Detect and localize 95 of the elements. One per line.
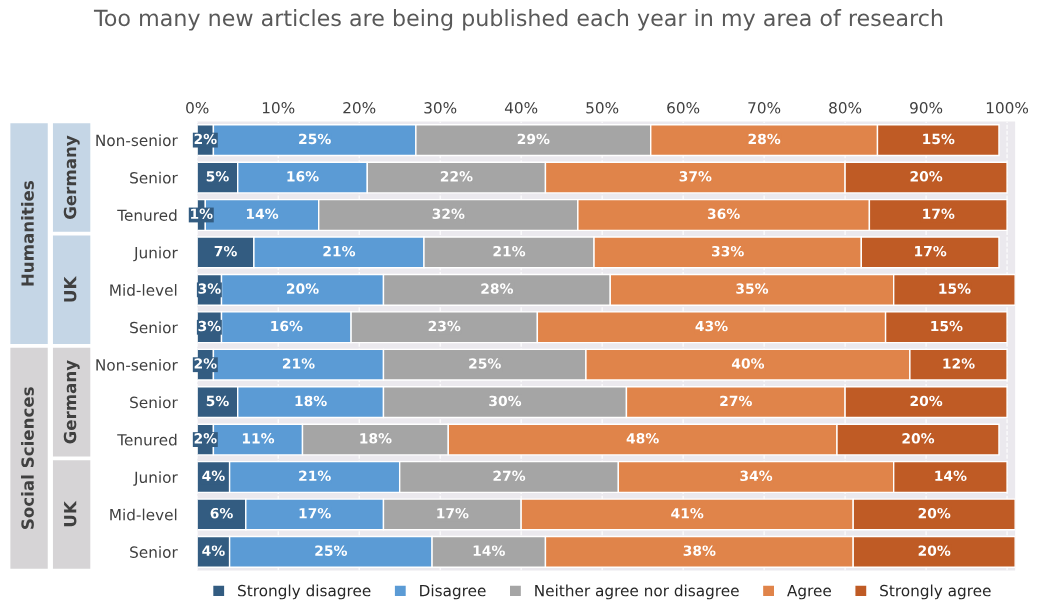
y-tick-label: Senior	[130, 546, 178, 558]
data-label: 29%	[517, 133, 550, 145]
data-label: 12%	[943, 358, 975, 369]
data-label: 48%	[626, 433, 659, 444]
x-tick-label: 60%	[667, 102, 700, 114]
y-tick-label: Non-senior	[96, 134, 178, 147]
data-label: 25%	[299, 133, 331, 145]
data-label: 25%	[315, 545, 348, 556]
y-tick-label: Tenured	[117, 433, 177, 446]
data-label: 21%	[299, 470, 331, 482]
x-tick-label: 100%	[986, 102, 1029, 114]
data-label: 14%	[935, 470, 967, 482]
text: Social Sciences	[21, 387, 34, 529]
data-label: 7%	[214, 245, 237, 257]
data-label: 17%	[299, 507, 331, 519]
data-label: 40%	[731, 358, 765, 369]
text: UK	[64, 276, 77, 302]
data-label: 36%	[707, 208, 740, 220]
data-label: 20%	[910, 171, 943, 182]
data-label: 17%	[437, 507, 469, 519]
data-label: 11%	[242, 433, 275, 444]
y-tick-label: Mid-level	[110, 508, 177, 521]
data-label: 32%	[432, 208, 465, 220]
data-label: 3%	[198, 320, 221, 332]
y-tick-label: Mid-level	[110, 284, 177, 296]
data-label: 15%	[939, 283, 971, 294]
x-tick-label: 80%	[829, 102, 862, 114]
text: Humanities	[21, 181, 34, 286]
data-label: 21%	[282, 358, 315, 369]
data-label: 6%	[210, 507, 233, 519]
x-tick-label: 0%	[186, 102, 209, 114]
data-label: 21%	[323, 245, 356, 257]
y-tick-label: Senior	[130, 396, 178, 409]
text: UK	[64, 500, 77, 527]
data-label: 38%	[683, 545, 716, 556]
legend-label: Neither agree nor disagree	[535, 584, 739, 600]
chart-title: Too many new articles are being published each year in my area of research	[93, 9, 943, 31]
data-label: 30%	[489, 395, 522, 407]
data-label: 14%	[473, 545, 505, 556]
text: Germany	[63, 360, 80, 444]
text: Germany	[63, 135, 80, 219]
data-label: 28%	[481, 283, 514, 294]
legend-label: Disagree	[420, 584, 486, 600]
data-label: 5%	[206, 171, 229, 182]
data-label: 27%	[493, 470, 526, 482]
y-tick-label: Junior	[133, 246, 178, 262]
x-tick-label: 40%	[504, 102, 538, 114]
y-tick-label: Senior	[130, 321, 178, 334]
data-label: 27%	[720, 395, 752, 407]
x-tick-label: 70%	[748, 102, 781, 114]
data-label: 18%	[360, 433, 392, 444]
legend-label: Strongly disagree	[238, 584, 371, 600]
x-tick-label: 90%	[910, 102, 943, 114]
data-label: 17%	[923, 208, 955, 220]
data-label: 1%	[191, 208, 213, 220]
data-label: 4%	[202, 470, 225, 482]
y-tick-label: Non-senior	[96, 358, 178, 371]
data-label: 2%	[194, 433, 217, 444]
data-label: 21%	[493, 245, 526, 257]
data-label: 5%	[206, 395, 229, 407]
data-label: 22%	[440, 171, 473, 182]
x-tick-label: 30%	[424, 102, 457, 114]
data-label: 14%	[246, 208, 279, 220]
data-label: 15%	[923, 133, 955, 145]
data-label: 20%	[902, 433, 935, 444]
data-label: 3%	[198, 283, 221, 294]
data-label: 18%	[295, 395, 327, 407]
data-label: 41%	[671, 507, 704, 519]
data-label: 25%	[469, 358, 501, 369]
data-label: 16%	[271, 320, 303, 332]
data-label: 2%	[194, 358, 217, 369]
x-tick-label: 10%	[262, 102, 295, 114]
data-label: 20%	[918, 545, 951, 556]
x-tick-label: 20%	[343, 102, 376, 114]
data-label: 20%	[910, 395, 943, 407]
data-label: 35%	[736, 283, 769, 294]
data-label: 37%	[679, 171, 712, 182]
data-label: 2%	[194, 133, 217, 145]
legend-label: Agree	[787, 585, 831, 600]
x-tick-label: 50%	[586, 102, 619, 114]
data-label: 17%	[915, 245, 947, 257]
legend-label: Strongly agree	[880, 584, 991, 600]
data-label: 20%	[286, 283, 319, 294]
y-tick-label: Tenured	[117, 209, 177, 221]
data-label: 16%	[287, 171, 319, 182]
y-tick-label: Junior	[133, 471, 178, 486]
data-label: 43%	[695, 320, 728, 332]
data-label: 33%	[711, 245, 744, 257]
data-label: 28%	[748, 133, 781, 145]
data-label: 23%	[428, 320, 461, 332]
y-tick-label: Senior	[130, 171, 178, 184]
data-label: 15%	[931, 320, 963, 332]
data-label: 34%	[740, 470, 773, 482]
data-label: 4%	[202, 545, 225, 556]
data-label: 20%	[918, 507, 951, 519]
